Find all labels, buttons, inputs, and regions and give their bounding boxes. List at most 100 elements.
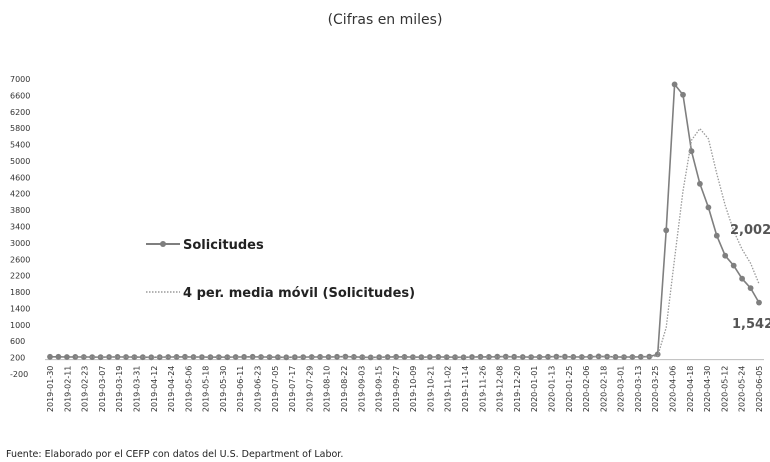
x-tick-label: 2019-05-06	[184, 366, 193, 413]
y-tick-label: 3800	[10, 206, 30, 215]
x-tick-label: 2019-06-23	[254, 366, 263, 413]
x-tick-label: 2019-03-07	[98, 366, 107, 413]
series-moving-avg-line	[75, 127, 760, 358]
x-axis: 2019-01-30 2019-02-11 2019-02-23 2019-03-07…	[45, 359, 764, 413]
data-label-solicitudes: 1,542	[732, 317, 770, 332]
solicitudes-point	[300, 354, 307, 360]
solicitudes-point	[730, 262, 737, 269]
solicitudes-point	[266, 354, 273, 360]
solicitudes-point	[359, 354, 366, 361]
x-tick-label: 2020-01-25	[565, 366, 574, 413]
legend-solicitudes-label: Solicitudes	[183, 238, 264, 253]
solicitudes-point	[739, 275, 745, 282]
x-tick-label: 2020-04-30	[703, 366, 712, 413]
solicitudes-point	[578, 354, 585, 360]
y-tick-label: 6600	[10, 91, 30, 100]
x-tick-label: 2019-04-24	[167, 366, 176, 413]
solicitudes-point	[182, 353, 188, 360]
x-tick-label: 2019-05-18	[202, 366, 211, 413]
legend-solicitudes-marker	[160, 241, 166, 247]
y-tick-label: 600	[10, 337, 25, 346]
solicitudes-point	[308, 354, 315, 360]
x-tick-label: 2019-08-22	[340, 366, 349, 413]
x-tick-label: 2019-12-20	[513, 366, 522, 413]
solicitudes-point	[258, 354, 264, 360]
solicitudes-point	[80, 354, 87, 360]
solicitudes-point	[697, 180, 703, 187]
solicitudes-point	[502, 353, 509, 360]
x-tick-label: 2019-08-10	[323, 366, 332, 413]
y-tick-label: 200	[10, 354, 25, 363]
x-tick-label: 2020-03-01	[617, 366, 626, 413]
solicitudes-point	[528, 354, 534, 360]
solicitudes-point	[317, 354, 323, 360]
y-tick-label: 4600	[10, 173, 30, 182]
data-label-moving-avg: 2,002	[730, 223, 770, 238]
legend-moving-avg-label: 4 per. media móvil (Solicitudes)	[183, 286, 415, 301]
y-tick-label: 1800	[10, 288, 30, 297]
x-tick-label: 2020-04-18	[686, 366, 695, 413]
solicitudes-point	[713, 232, 720, 239]
y-tick-label: 5800	[10, 124, 30, 133]
series-solicitudes-line	[50, 82, 760, 359]
solicitudes-point	[131, 354, 138, 360]
source-note: Fuente: Elaborado por el CEFP con datos …	[6, 449, 344, 460]
x-tick-label: 2019-09-03	[357, 366, 366, 413]
solicitudes-point	[629, 354, 636, 360]
y-tick-label: 7000	[10, 75, 30, 84]
x-tick-label: 2019-10-09	[409, 366, 418, 413]
x-tick-label: 2020-01-01	[530, 366, 539, 413]
x-tick-label: 2020-04-06	[669, 366, 678, 413]
solicitudes-point	[165, 354, 172, 360]
x-tick-label: 2019-07-29	[305, 366, 314, 413]
y-tick-label: 2200	[10, 272, 30, 281]
solicitudes-point	[671, 81, 678, 88]
solicitudes-point	[393, 353, 399, 360]
x-tick-label: 2019-07-05	[271, 366, 280, 413]
solicitudes-point	[637, 353, 644, 360]
series-layer	[47, 81, 762, 361]
y-tick-label: 6200	[10, 108, 30, 117]
y-tick-label: 1000	[10, 321, 30, 330]
x-tick-label: 2020-01-13	[547, 366, 556, 413]
solicitudes-point	[545, 353, 551, 360]
solicitudes-point	[722, 252, 729, 259]
x-tick-label: 2019-04-12	[150, 366, 159, 413]
solicitudes-point	[486, 354, 492, 360]
solicitudes-point	[55, 353, 62, 360]
x-tick-label: 2020-06-05	[755, 366, 764, 413]
y-tick-label: 3400	[10, 223, 30, 232]
x-tick-label: 2019-03-19	[115, 366, 124, 413]
legend: Solicitudes 4 per. media móvil (Solicitu…	[146, 238, 415, 301]
solicitudes-point	[494, 353, 501, 360]
y-axis: -200 200 600 1000 1400 1800 2200 2600 3000 3400 38…	[10, 75, 30, 379]
x-tick-label: 2019-07-17	[288, 366, 297, 413]
y-tick-label: 4200	[10, 190, 30, 199]
solicitudes-point	[139, 354, 146, 361]
y-tick-label: 2600	[10, 255, 30, 264]
solicitudes-point	[275, 354, 281, 361]
solicitudes-point	[621, 354, 627, 360]
solicitudes-point	[47, 353, 53, 360]
chart-subtitle: (Cifras en miles)	[327, 12, 443, 28]
x-tick-label: 2019-03-31	[132, 366, 141, 413]
solicitudes-point	[536, 354, 543, 360]
solicitudes-point	[680, 91, 686, 98]
solicitudes-point	[756, 299, 762, 306]
x-tick-label: 2019-01-30	[46, 366, 55, 413]
y-tick-label: -200	[10, 370, 28, 379]
x-tick-label: 2019-11-26	[478, 366, 487, 413]
solicitudes-point	[410, 354, 416, 360]
x-tick-label: 2019-12-08	[496, 366, 505, 413]
solicitudes-point	[452, 354, 458, 361]
x-tick-label: 2019-09-15	[375, 366, 384, 413]
x-tick-label: 2019-02-11	[63, 366, 72, 413]
x-tick-label: 2020-02-06	[582, 366, 591, 413]
x-tick-label: 2020-03-13	[634, 366, 643, 413]
solicitudes-point	[401, 354, 408, 360]
solicitudes-point	[64, 354, 70, 360]
x-tick-label: 2020-02-18	[599, 366, 608, 413]
x-tick-label: 2019-05-30	[219, 366, 228, 413]
solicitudes-point	[443, 354, 450, 360]
